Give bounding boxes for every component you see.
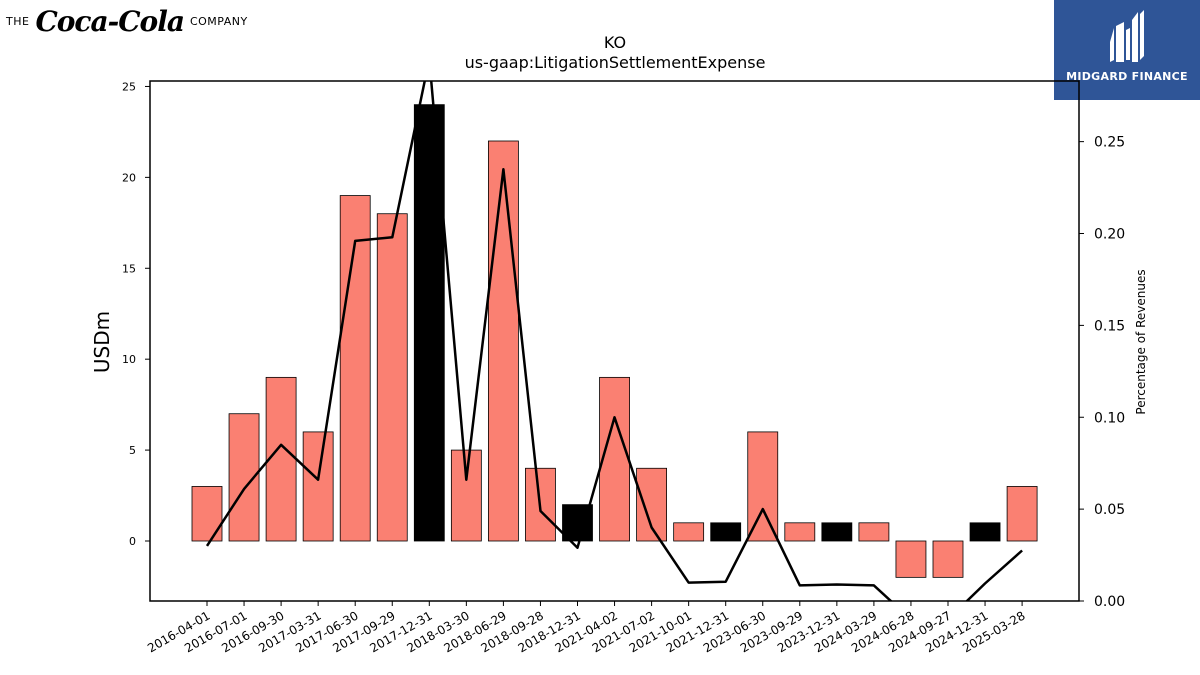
bar (932, 540, 964, 578)
y-axis-label: USDm (90, 311, 114, 373)
y-tick-label: 25 (122, 80, 136, 93)
midgard-logo-text: MIDGARD FINANCE (1066, 70, 1188, 83)
bar (747, 431, 779, 542)
y2-tick-label: 0.10 (1094, 410, 1125, 426)
bar (673, 522, 705, 542)
midgard-mark-icon (1110, 10, 1144, 62)
bar (1006, 486, 1038, 542)
y2-tick-label: 0.20 (1094, 227, 1125, 243)
y2-tick-label: 0.00 (1094, 594, 1125, 610)
chart-title: KO (604, 33, 626, 52)
logo-suffix: COMPANY (189, 14, 248, 28)
y-tick-label: 5 (129, 444, 136, 457)
bar (302, 431, 334, 542)
ratio-line-series (205, 81, 1023, 601)
bar (487, 140, 519, 542)
x-axis-ticks: 2016-04-012016-07-012016-09-302017-03-31… (145, 601, 1028, 655)
ratio-line (205, 81, 1023, 601)
bar (858, 522, 890, 542)
bar (636, 467, 667, 542)
bar (599, 376, 630, 542)
y-tick-label: 15 (122, 262, 136, 275)
bar (895, 540, 927, 578)
y-axis-ticks: 0 5 10 15 20 25 (122, 80, 150, 548)
bar (821, 522, 853, 542)
y2-axis-ticks: 0.00 0.05 0.10 0.15 0.20 0.25 (1079, 135, 1125, 610)
y2-axis-label: Percentage of Revenues (1134, 269, 1148, 414)
bar (339, 195, 371, 542)
logo-prefix: THE (6, 14, 30, 28)
bar (784, 522, 816, 542)
midgard-finance-logo: MIDGARD FINANCE (1054, 0, 1200, 100)
y2-tick-label: 0.25 (1094, 135, 1125, 151)
y2-tick-label: 0.05 (1094, 502, 1125, 518)
y-tick-label: 0 (129, 535, 136, 548)
logo-script: Coca-Cola (35, 4, 185, 38)
bar (450, 449, 482, 542)
bar (969, 522, 1001, 542)
bar (710, 522, 742, 542)
bar-series (191, 104, 1038, 578)
bar (191, 486, 223, 542)
coca-cola-logo: THE Coca-Cola COMPANY (6, 4, 248, 38)
y2-tick-label: 0.15 (1094, 318, 1125, 334)
bar (265, 376, 297, 542)
chart-subtitle: us-gaap:LitigationSettlementExpense (465, 53, 766, 72)
bar (376, 213, 408, 542)
y-tick-label: 10 (122, 353, 136, 366)
y-tick-label: 20 (122, 171, 136, 184)
